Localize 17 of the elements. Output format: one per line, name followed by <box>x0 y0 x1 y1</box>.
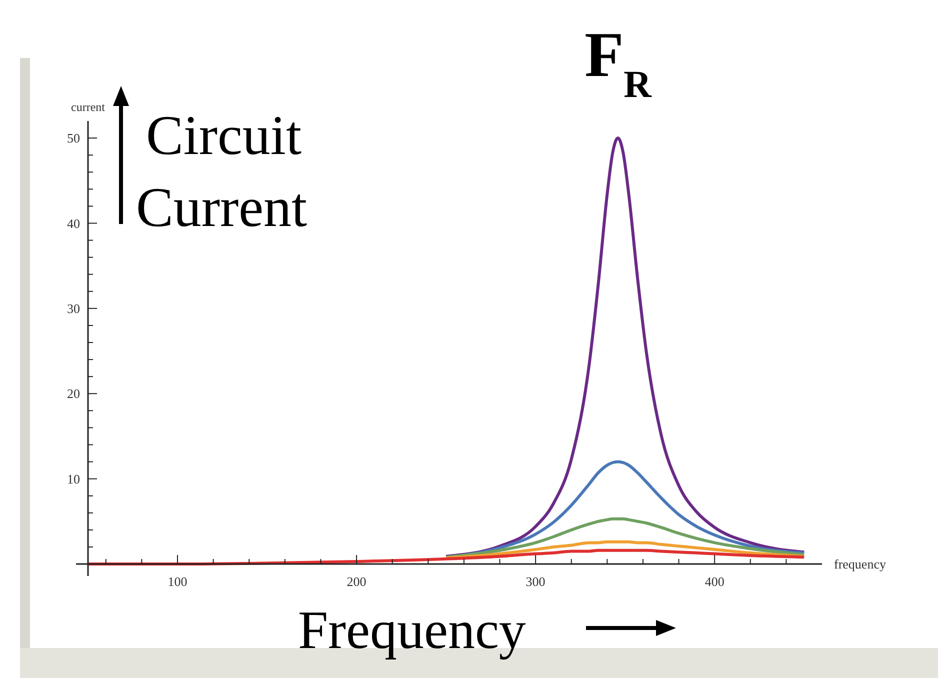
x-tick-label: 200 <box>346 574 366 589</box>
y-tick-label: 10 <box>67 471 80 486</box>
x-tick-label: 400 <box>704 574 724 589</box>
x-axis-title: frequency <box>834 556 886 572</box>
x-tick-label: 300 <box>526 574 546 589</box>
line-series <box>444 517 806 559</box>
text: F$_{R}$ <box>584 19 653 106</box>
y-tick-label: 50 <box>67 130 80 146</box>
text: Frequency <box>298 600 526 660</box>
x-tick-label: 100 <box>168 574 188 589</box>
y-tick-label: 30 <box>67 300 80 316</box>
y-tick-label: 40 <box>67 216 80 231</box>
annotation: Circuit Current <box>136 105 308 239</box>
y-axis-title: current <box>71 100 106 114</box>
line-series <box>86 548 806 566</box>
line-series <box>444 136 806 558</box>
y-tick-label: 20 <box>67 386 80 402</box>
